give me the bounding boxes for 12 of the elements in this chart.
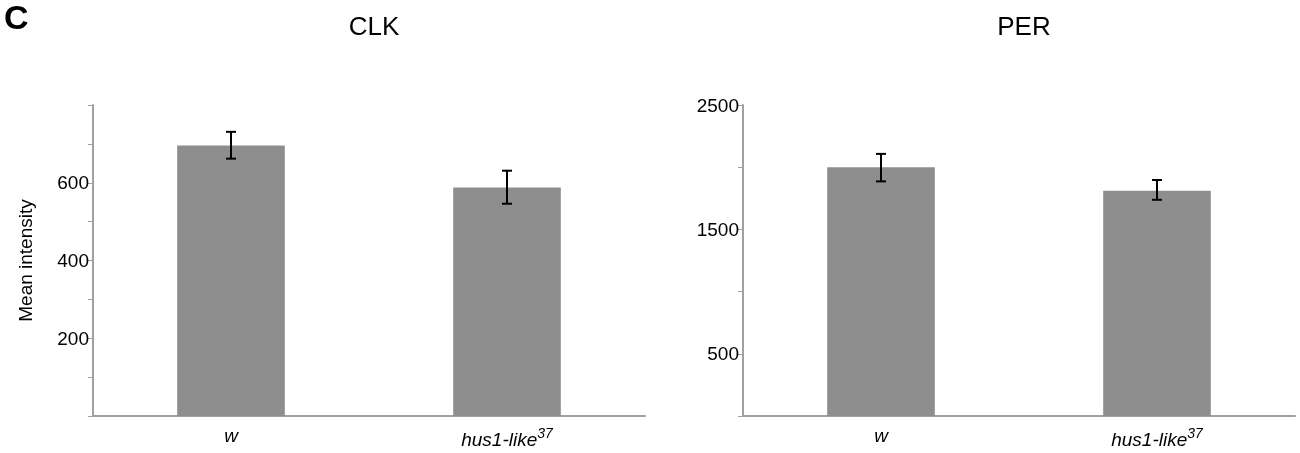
chart-title: CLK (348, 11, 400, 41)
y-tick-label: 200 (57, 327, 89, 349)
x-tick-label: w (874, 425, 890, 446)
y-tick-label: 2500 (696, 94, 739, 116)
y-tick-label: 500 (707, 343, 739, 365)
y-tick-label: 400 (57, 250, 89, 271)
y-tick-label: 1500 (696, 218, 739, 240)
x-tick-label: w (224, 425, 240, 446)
y-tick-label: 600 (57, 172, 89, 194)
text: C (4, 0, 29, 36)
y-axis-title: Mean intensity (15, 198, 36, 322)
chart-title: PER (997, 11, 1051, 41)
